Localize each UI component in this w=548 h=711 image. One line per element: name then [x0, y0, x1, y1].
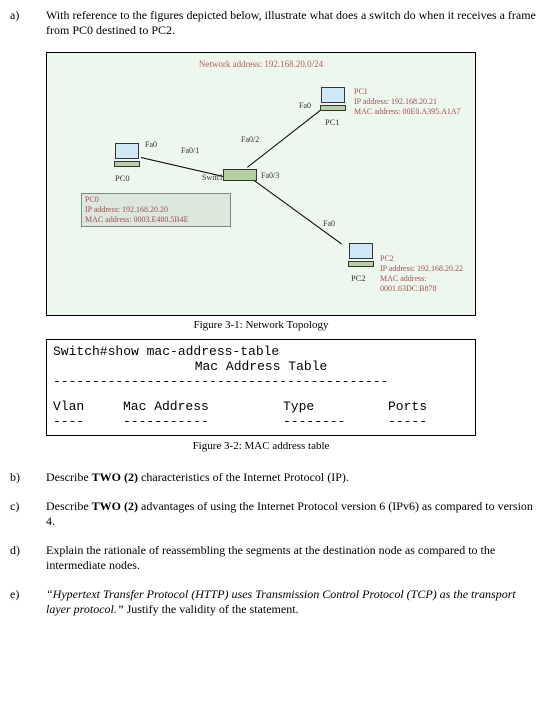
figure-3-1-caption: Figure 3-1: Network Topology	[46, 319, 476, 331]
link-switch-pc2	[252, 179, 342, 244]
qc-bold: TWO (2)	[92, 499, 138, 513]
pc2-info-mac: MAC address: 0001.63DC.B878	[380, 274, 470, 294]
qc-pre: Describe	[46, 499, 92, 513]
switch-fa01: Fa0/1	[181, 146, 199, 155]
network-address: Network address: 192.168.20.0/24	[47, 59, 475, 69]
mac-cmd: Switch#show mac-address-table	[53, 344, 469, 359]
question-e: e) “Hypertext Transfer Protocol (HTTP) u…	[10, 587, 538, 617]
mac-col-mac: Mac Address	[123, 399, 283, 414]
question-b: b) Describe TWO (2) characteristics of t…	[10, 470, 538, 485]
switch-label: Switch	[202, 173, 224, 182]
pc0-info-mac: MAC address: 0003.E480.5B4E	[85, 215, 227, 225]
mac-col-ports: Ports	[388, 399, 458, 414]
mac-dash-row2: ---- ----------- -------- -----	[53, 414, 469, 429]
question-c-label: c)	[10, 499, 46, 514]
question-b-label: b)	[10, 470, 46, 485]
pc2-port: Fa0	[323, 219, 335, 228]
question-c: c) Describe TWO (2) advantages of using …	[10, 499, 538, 529]
qb-bold: TWO (2)	[92, 470, 138, 484]
question-b-text: Describe TWO (2) characteristics of the …	[46, 470, 538, 485]
pc2-label: PC2	[351, 273, 366, 283]
pc1-label: PC1	[325, 117, 340, 127]
question-a-text: With reference to the figures depicted b…	[46, 8, 538, 38]
question-d-label: d)	[10, 543, 46, 558]
question-a-label: a)	[10, 8, 46, 23]
mac-dash-c3: --------	[283, 414, 388, 429]
pc1-info-name: PC1	[354, 87, 468, 97]
pc0-port: Fa0	[145, 140, 157, 149]
mac-col-type: Type	[283, 399, 388, 414]
question-d: d) Explain the rationale of reassembling…	[10, 543, 538, 573]
pc0-info-name: PC0	[85, 195, 227, 205]
question-a: a) With reference to the figures depicte…	[10, 8, 538, 38]
qb-pre: Describe	[46, 470, 92, 484]
mac-header-row: Vlan Mac Address Type Ports	[53, 399, 469, 414]
switch-fa02: Fa0/2	[241, 135, 259, 144]
pc0-label: PC0	[115, 173, 130, 183]
pc2-info-ip: IP address: 192.168.20.22	[380, 264, 470, 274]
pc0-icon	[113, 143, 141, 169]
switch-icon	[223, 169, 257, 181]
pc0-info-ip: IP address: 192.168.20.20	[85, 205, 227, 215]
pc1-icon	[319, 87, 347, 113]
mac-col-vlan: Vlan	[53, 399, 123, 414]
question-e-label: e)	[10, 587, 46, 602]
figure-3-2-caption: Figure 3-2: MAC address table	[46, 440, 476, 452]
network-topology-diagram: Network address: 192.168.20.0/24 Fa0 PC0…	[46, 52, 476, 316]
mac-dash-c4: -----	[388, 414, 458, 429]
pc0-info: PC0 IP address: 192.168.20.20 MAC addres…	[81, 193, 231, 227]
mac-dash-full: ----------------------------------------…	[53, 374, 469, 389]
pc2-icon	[347, 243, 375, 269]
pc1-info: PC1 IP address: 192.168.20.21 MAC addres…	[351, 86, 471, 118]
mac-dash-c2: -----------	[123, 414, 283, 429]
mac-address-table: Switch#show mac-address-table Mac Addres…	[46, 339, 476, 436]
pc2-info-name: PC2	[380, 254, 470, 264]
diagram-wrap: Network address: 192.168.20.0/24 Fa0 PC0…	[46, 52, 538, 452]
pc1-info-mac: MAC address: 00E0.A395.A1A7	[354, 107, 468, 117]
pc1-info-ip: IP address: 192.168.20.21	[354, 97, 468, 107]
qb-post: characteristics of the Internet Protocol…	[138, 470, 349, 484]
pc1-port: Fa0	[299, 101, 311, 110]
question-e-text: “Hypertext Transfer Protocol (HTTP) uses…	[46, 587, 538, 617]
question-c-text: Describe TWO (2) advantages of using the…	[46, 499, 538, 529]
mac-dash-c1: ----	[53, 414, 123, 429]
question-d-text: Explain the rationale of reassembling th…	[46, 543, 538, 573]
switch-fa03: Fa0/3	[261, 171, 279, 180]
qe-rest: Justify the validity of the statement.	[124, 602, 299, 616]
pc2-info: PC2 IP address: 192.168.20.22 MAC addres…	[377, 253, 473, 295]
mac-title: Mac Address Table	[53, 359, 469, 374]
